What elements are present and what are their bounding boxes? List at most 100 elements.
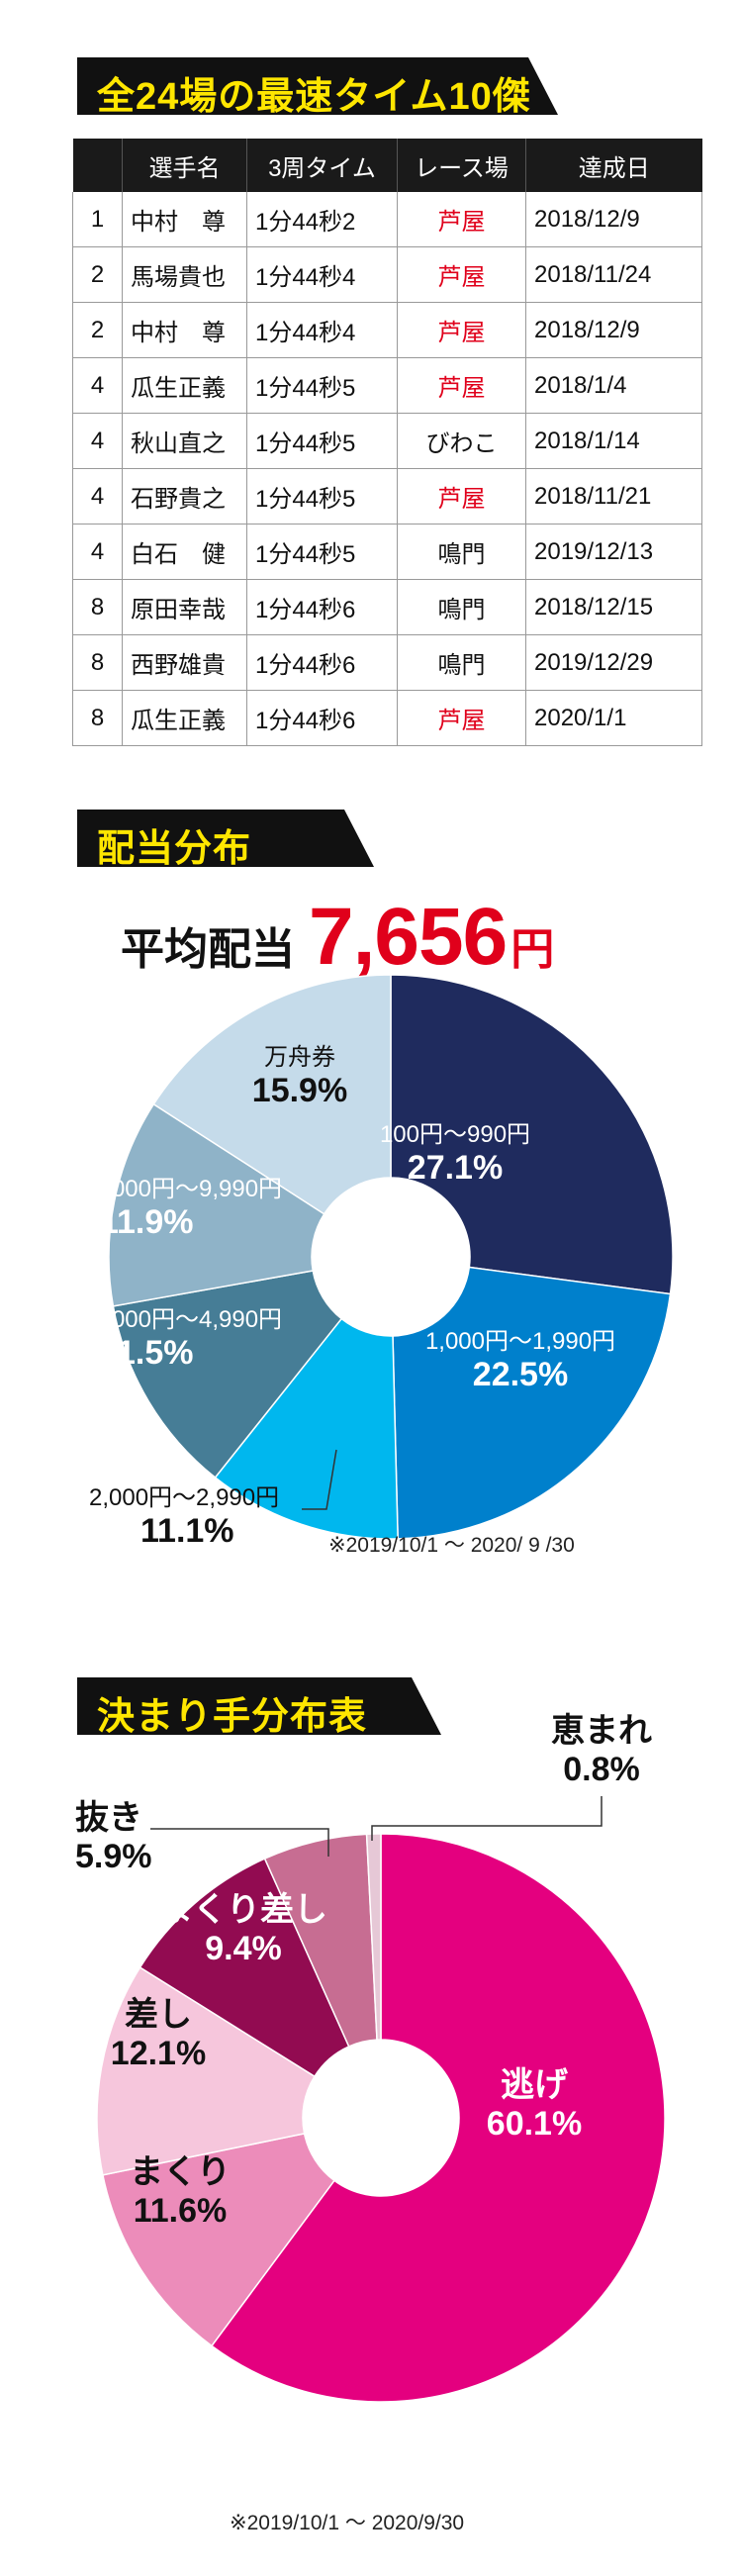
payout-slice-3 [112, 1270, 343, 1479]
cell-venue: 芦屋 [397, 302, 526, 358]
cell-name: 馬場貴也 [122, 246, 247, 303]
cell-name: 白石 健 [122, 524, 247, 580]
kimarite-slice-1 [101, 2133, 335, 2347]
cell-venue: 芦屋 [397, 192, 526, 247]
ranking-header-row: 選手名 3周タイム レース場 達成日 [72, 139, 702, 192]
kimarite-title: 決まり手分布表 [97, 1696, 368, 1738]
cell-name: 瓜生正義 [122, 357, 247, 414]
ranking-title: 全24場の最速タイム10傑 [97, 76, 531, 118]
payout-slice-5 [152, 974, 392, 1215]
payout-leader-line [302, 1449, 337, 1510]
payout-label-4: 5,000円～9,990円 11.9% [91, 1176, 283, 1241]
cell-name: 中村 尊 [122, 302, 247, 358]
cell-venue: 芦屋 [397, 357, 526, 414]
table-row: 8 瓜生正義 1分44秒6 芦屋 2020/1/1 [72, 690, 702, 746]
cell-name: 西野雄貴 [122, 634, 247, 691]
cell-rank: 4 [72, 524, 123, 580]
kimarite-slice-2 [96, 1965, 317, 2176]
cell-venue: 鳴門 [397, 579, 526, 635]
cell-rank: 4 [72, 413, 123, 469]
cell-date: 2018/12/9 [525, 302, 702, 358]
header-rank [72, 139, 123, 192]
cell-date: 2018/1/14 [525, 413, 702, 469]
cell-time: 1分44秒5 [246, 468, 398, 525]
cell-date: 2018/1/4 [525, 357, 702, 414]
kimarite-label-1: まくり 11.6% [130, 2153, 231, 2231]
average-payout-unit: 円 [510, 925, 555, 974]
cell-rank: 4 [72, 357, 123, 414]
ranking-table: 選手名 3周タイム レース場 達成日 1 中村 尊 1分44秒2 芦屋 2018/12/… [72, 139, 702, 746]
cell-name: 瓜生正義 [122, 690, 247, 746]
cell-time: 1分44秒6 [246, 579, 398, 635]
average-payout-value: 7,656 [309, 892, 508, 982]
table-row: 1 中村 尊 1分44秒2 芦屋 2018/12/9 [72, 192, 702, 247]
kimarite-label-5: 恵まれ 0.8% [551, 1712, 652, 1789]
table-row: 4 白石 健 1分44秒5 鳴門 2019/12/13 [72, 524, 702, 580]
cell-rank: 1 [72, 192, 123, 247]
cell-time: 1分44秒5 [246, 357, 398, 414]
kimarite-leader-megumare [371, 1796, 603, 1841]
cell-date: 2019/12/13 [525, 524, 702, 580]
header-time: 3周タイム [246, 139, 398, 192]
cell-venue: びわこ [397, 413, 526, 469]
payout-label-2: 2,000円～2,990円 11.1% [89, 1484, 280, 1550]
cell-time: 1分44秒5 [246, 524, 398, 580]
payout-slice-4 [108, 1102, 325, 1307]
cell-date: 2019/12/29 [525, 634, 702, 691]
cell-date: 2020/1/1 [525, 690, 702, 746]
kimarite-slice-3 [139, 1858, 350, 2078]
table-row: 4 瓜生正義 1分44秒5 芦屋 2018/1/4 [72, 357, 702, 414]
cell-time: 1分44秒2 [246, 192, 398, 247]
table-row: 8 西野雄貴 1分44秒6 鳴門 2019/12/29 [72, 634, 702, 691]
cell-rank: 8 [72, 690, 123, 746]
header-venue: レース場 [397, 139, 526, 192]
payout-label-5: 万舟券 15.9% [251, 1044, 348, 1109]
cell-name: 原田幸哉 [122, 579, 247, 635]
table-row: 4 秋山直之 1分44秒5 びわこ 2018/1/14 [72, 413, 702, 469]
payout-slice-2 [214, 1317, 399, 1540]
cell-venue: 芦屋 [397, 468, 526, 525]
cell-venue: 芦屋 [397, 246, 526, 303]
cell-venue: 芦屋 [397, 690, 526, 746]
table-row: 2 中村 尊 1分44秒4 芦屋 2018/12/9 [72, 302, 702, 358]
kimarite-label-0: 逃げ 60.1% [486, 2066, 583, 2144]
payout-title: 配当分布 [97, 828, 252, 870]
payout-slice-0 [390, 974, 674, 1295]
payout-label-3: 3,000円～4,990円 11.5% [91, 1306, 283, 1372]
kimarite-label-3: まくり差し 9.4% [159, 1891, 327, 1968]
payout-period-note: ※2019/10/1 ～ 2020/ 9 /30 [328, 1534, 575, 1557]
table-row: 8 原田幸哉 1分44秒6 鳴門 2018/12/15 [72, 579, 702, 635]
kimarite-slice-0 [210, 1833, 666, 2403]
cell-venue: 鳴門 [397, 524, 526, 580]
cell-name: 石野貴之 [122, 468, 247, 525]
cell-date: 2018/12/9 [525, 192, 702, 247]
cell-rank: 2 [72, 302, 123, 358]
cell-date: 2018/11/24 [525, 246, 702, 303]
kimarite-leader-nuki [150, 1828, 329, 1857]
cell-time: 1分44秒4 [246, 302, 398, 358]
cell-venue: 鳴門 [397, 634, 526, 691]
average-payout: 平均配当 7,656円 [121, 891, 554, 984]
cell-rank: 8 [72, 579, 123, 635]
header-name: 選手名 [122, 139, 247, 192]
cell-rank: 4 [72, 468, 123, 525]
payout-label-1: 1,000円～1,990円 22.5% [424, 1328, 616, 1393]
cell-time: 1分44秒6 [246, 634, 398, 691]
kimarite-label-4: 抜き 5.9% [75, 1799, 152, 1876]
table-row: 2 馬場貴也 1分44秒4 芦屋 2018/11/24 [72, 246, 702, 303]
table-row: 4 石野貴之 1分44秒5 芦屋 2018/11/21 [72, 468, 702, 525]
cell-date: 2018/11/21 [525, 468, 702, 525]
average-payout-label: 平均配当 [121, 925, 295, 974]
payout-label-0: 100円～990円 27.1% [379, 1121, 531, 1187]
cell-name: 中村 尊 [122, 192, 247, 247]
cell-date: 2018/12/15 [525, 579, 702, 635]
cell-time: 1分44秒6 [246, 690, 398, 746]
kimarite-label-2: 差し 12.1% [110, 1996, 207, 2073]
cell-rank: 2 [72, 246, 123, 303]
cell-rank: 8 [72, 634, 123, 691]
header-date: 達成日 [525, 139, 702, 192]
cell-time: 1分44秒5 [246, 413, 398, 469]
cell-time: 1分44秒4 [246, 246, 398, 303]
